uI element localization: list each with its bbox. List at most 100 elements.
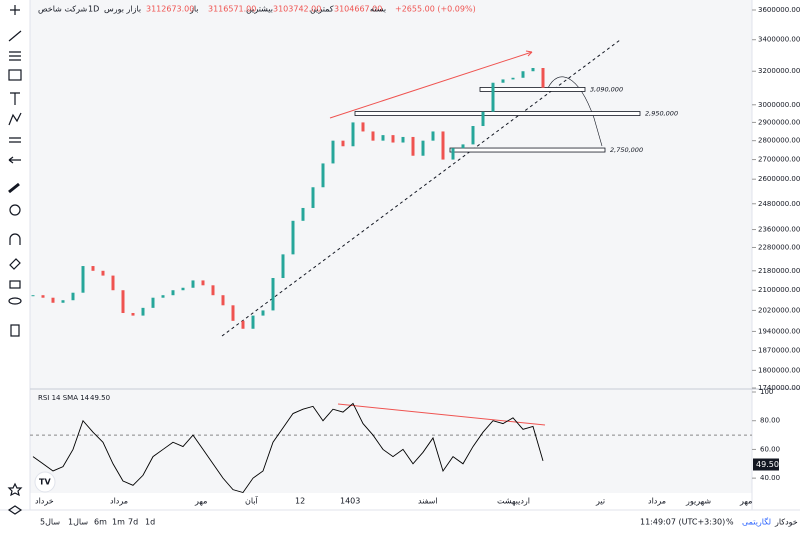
candle [441,131,445,160]
price-tick-label: 2280000.00 [758,243,800,251]
price-tick-label: 2480000.00 [758,200,800,208]
candle [341,140,345,147]
auto-toggle[interactable]: خودکار [774,518,798,527]
candle [171,290,175,296]
tool-line[interactable] [8,30,22,42]
tool-fib[interactable] [9,51,21,61]
tool-text[interactable] [10,92,20,105]
candle [481,111,485,127]
trend-line [221,39,621,337]
high: 3116571.00 [208,5,256,14]
rsi-last-label: 49.50 [756,460,779,469]
candle [321,163,325,188]
range[interactable]: 6m [94,518,107,527]
tool-eye[interactable] [8,297,22,305]
price-tick-label: 1870000.00 [758,347,800,355]
log-toggle[interactable]: لگاریتمی [742,517,771,527]
range[interactable]: 1d [145,518,155,527]
range[interactable]: 7d [128,518,138,527]
rsi-tick-label: 60.00 [760,445,780,453]
close: 3104667.00 [334,5,382,14]
candle [491,82,495,112]
candle [101,270,105,276]
candle [241,320,245,329]
tool-zoom[interactable] [9,204,21,216]
candle [231,305,235,321]
candle [221,295,225,306]
range[interactable]: 1m [112,518,125,527]
candle [261,310,265,316]
price-tick-label: 1740000.00 [758,384,800,392]
tool-star[interactable] [7,482,23,497]
rsi-name: RSI 14 SMA 14 [38,394,90,402]
tool-draw-lock[interactable] [9,258,21,270]
candle [311,187,315,208]
tool-shape[interactable] [8,69,22,81]
price-tick-label: 2100000.00 [758,286,800,294]
candle [471,126,475,145]
level-label: 2,950,000 [645,110,678,118]
rsi-tick-label: 100 [760,388,773,396]
candle [121,290,125,314]
tool-pattern[interactable] [8,112,22,126]
tool-forecast[interactable] [9,137,21,143]
candle [71,292,75,301]
candle [81,266,85,293]
candle [501,79,505,83]
time-label: خرداد [35,497,54,506]
range[interactable]: 1سال [68,518,88,527]
candle [61,300,65,303]
time-axis: خرداد مرداد مهر آبان 12 1403 اسفند اردیب… [35,496,752,506]
candle [271,277,275,311]
candle [31,295,35,297]
price-tick-label: 1800000.00 [758,366,800,374]
tool-ruler[interactable] [8,182,20,194]
candle [411,136,415,156]
candle [361,122,365,132]
candle [51,297,55,303]
time-label: اسفند [418,497,438,506]
clock: 11:49:07 (UTC+3:30) [640,518,725,527]
candle [391,135,395,143]
rsi-divergence [337,403,546,426]
price-tick-label: 2360000.00 [758,226,800,234]
tool-back[interactable] [8,156,21,164]
header: شرکت شاخص 1D بازار بورس 3112673.00 باز 3… [38,5,476,14]
price-tick-label: 2180000.00 [758,267,800,275]
level-label: 3,090,000 [590,85,623,93]
tool-layers[interactable] [7,505,23,515]
high-label: بیشترین [246,5,273,14]
time-label: 12 [295,497,305,506]
candle [521,71,525,78]
level-box [479,87,586,92]
candle [301,207,305,221]
candle [331,140,335,164]
rsi-header-value: 49.50 [90,394,110,402]
tool-lock[interactable] [9,280,21,289]
price-tick-label: 3000000.00 [758,101,800,109]
rsi-tick-label: 80.00 [760,417,780,425]
toolbar [7,5,23,515]
candle [181,287,185,291]
range[interactable]: 5سال [40,518,60,527]
tool-trash[interactable] [10,324,20,337]
price-tick-label: 2600000.00 [758,175,800,183]
candle [91,266,95,271]
candle [201,280,205,286]
candle [421,140,425,156]
footer: 5سال 1سال 6m 1m 7d 1d 11:49:07 (UTC+3:30… [40,517,798,527]
tool-magnet[interactable] [9,233,21,245]
market: بازار بورس [104,5,141,14]
candle [251,315,255,329]
candle [401,136,405,143]
time-label: 1403 [340,497,360,506]
candle [431,131,435,141]
candle [41,295,45,298]
percent-toggle[interactable]: % [726,518,734,527]
candle [141,307,145,316]
divergence-line [329,51,533,119]
candle [371,131,375,141]
tool-cross[interactable] [10,5,20,15]
rsi-line [32,402,544,494]
price-tick-label: 3200000.00 [758,67,800,75]
